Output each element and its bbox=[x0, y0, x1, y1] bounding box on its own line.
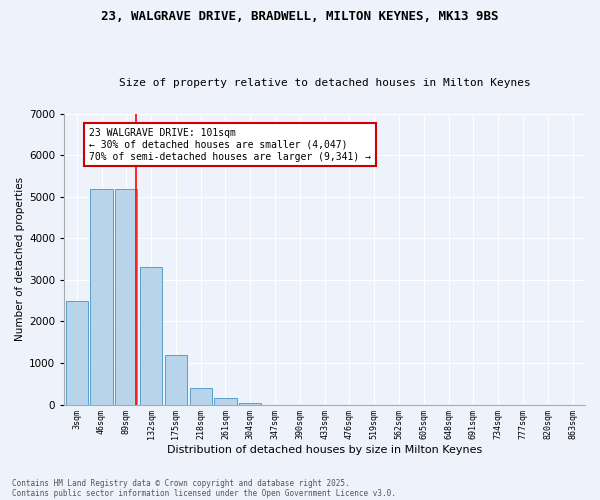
Text: Contains HM Land Registry data © Crown copyright and database right 2025.: Contains HM Land Registry data © Crown c… bbox=[12, 478, 350, 488]
Y-axis label: Number of detached properties: Number of detached properties bbox=[15, 177, 25, 341]
Bar bbox=[190, 388, 212, 404]
X-axis label: Distribution of detached houses by size in Milton Keynes: Distribution of detached houses by size … bbox=[167, 445, 482, 455]
Text: 23 WALGRAVE DRIVE: 101sqm
← 30% of detached houses are smaller (4,047)
70% of se: 23 WALGRAVE DRIVE: 101sqm ← 30% of detac… bbox=[89, 128, 371, 162]
Title: Size of property relative to detached houses in Milton Keynes: Size of property relative to detached ho… bbox=[119, 78, 530, 88]
Bar bbox=[214, 398, 236, 404]
Text: Contains public sector information licensed under the Open Government Licence v3: Contains public sector information licen… bbox=[12, 488, 396, 498]
Bar bbox=[65, 300, 88, 405]
Bar bbox=[115, 188, 137, 404]
Bar bbox=[91, 188, 113, 404]
Bar bbox=[239, 402, 262, 404]
Bar bbox=[165, 354, 187, 405]
Text: 23, WALGRAVE DRIVE, BRADWELL, MILTON KEYNES, MK13 9BS: 23, WALGRAVE DRIVE, BRADWELL, MILTON KEY… bbox=[101, 10, 499, 23]
Bar bbox=[140, 268, 162, 404]
